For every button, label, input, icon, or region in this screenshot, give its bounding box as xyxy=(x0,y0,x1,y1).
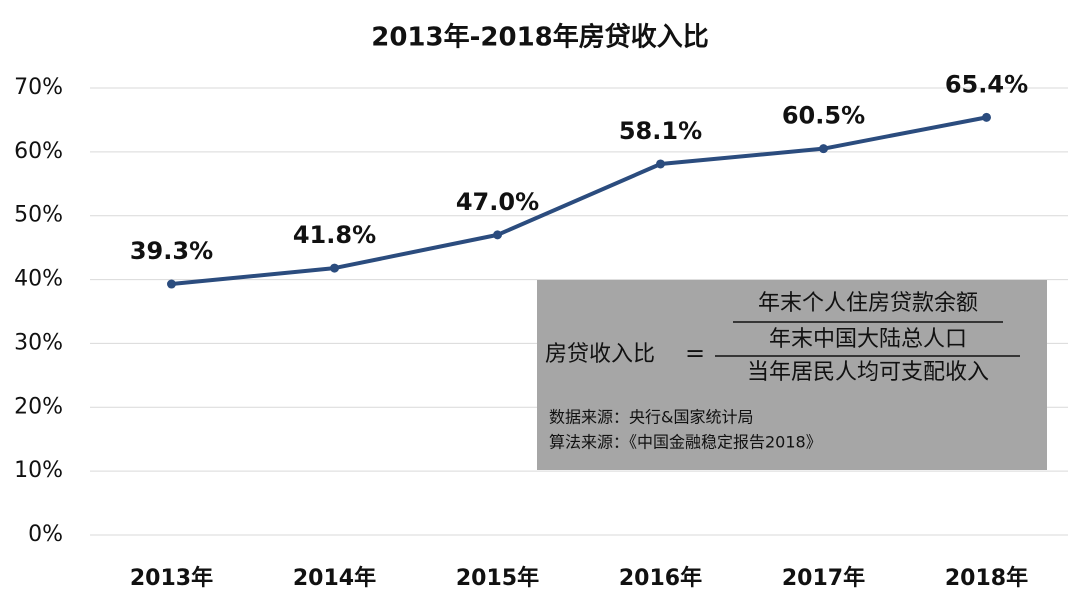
data-label: 47.0% xyxy=(456,188,539,216)
source-note: 数据来源：央行&国家统计局 xyxy=(549,408,753,427)
formula-numerator-top: 年末个人住房贷款余额 xyxy=(758,291,978,316)
data-label: 58.1% xyxy=(619,117,702,145)
data-label: 41.8% xyxy=(293,221,376,249)
formula-lhs: 房贷收入比 xyxy=(545,342,655,367)
y-tick-label: 30% xyxy=(14,330,63,355)
y-tick-label: 40% xyxy=(14,267,63,292)
y-tick-label: 70% xyxy=(14,75,63,100)
y-tick-label: 10% xyxy=(14,458,63,483)
x-tick-label: 2013年 xyxy=(130,565,213,591)
formula-numerator-bottom: 年末中国大陆总人口 xyxy=(769,327,967,352)
y-tick-label: 60% xyxy=(14,139,63,164)
grid: 0% 10% 20% 30% 40% 50% 60% 70% xyxy=(14,75,1068,547)
x-tick-label: 2016年 xyxy=(619,565,702,591)
annotation-background xyxy=(537,280,1047,470)
x-tick-label: 2015年 xyxy=(456,565,539,591)
data-line xyxy=(171,115,987,287)
y-tick-label: 50% xyxy=(14,203,63,228)
annotation-box: 房贷收入比 = 年末个人住房贷款余额 年末中国大陆总人口 当年居民人均可支配收入… xyxy=(537,280,1047,470)
formula-denominator: 当年居民人均可支配收入 xyxy=(747,360,989,385)
data-label: 39.3% xyxy=(130,237,213,265)
y-tick-label: 0% xyxy=(28,522,63,547)
data-point xyxy=(167,279,176,289)
data-point xyxy=(330,263,339,273)
data-point xyxy=(982,112,991,122)
method-note: 算法来源：《中国金融稳定报告2018》 xyxy=(549,433,822,452)
data-label: 65.4% xyxy=(945,70,1028,98)
formula-equals: = xyxy=(685,340,705,368)
data-point xyxy=(493,230,502,240)
x-tick-label: 2017年 xyxy=(782,565,865,591)
y-tick-label: 20% xyxy=(14,394,63,419)
data-label: 60.5% xyxy=(782,102,865,130)
data-point xyxy=(656,159,665,169)
x-tick-label: 2014年 xyxy=(293,565,376,591)
chart-title: 2013年-2018年房贷收入比 xyxy=(371,22,709,53)
x-tick-label: 2018年 xyxy=(945,565,1028,591)
data-point xyxy=(819,144,828,154)
